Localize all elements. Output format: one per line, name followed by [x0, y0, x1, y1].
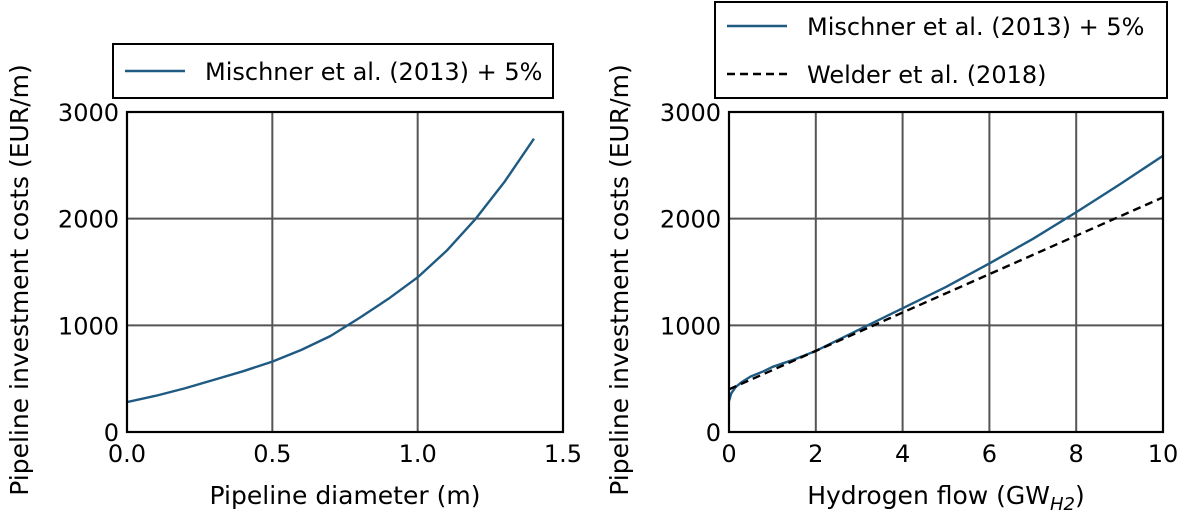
right-x-tick-label: 0: [721, 440, 736, 468]
right-x-tick-label: 2: [808, 440, 823, 468]
right-x-axis-label-subscript: H2: [1050, 494, 1075, 515]
right-x-tick-label: 10: [1148, 440, 1179, 468]
left-x-axis-label: Pipeline diameter (m): [210, 481, 481, 510]
left-y-tick-label: 2000: [58, 206, 119, 234]
left-series-mischner-et-al-2013-5-line: [126, 137, 535, 404]
left-y-tick-label: 3000: [58, 99, 119, 127]
right-y-tick-label: 0: [706, 419, 721, 447]
right-series-mischner-et-al-2013-5-line: [727, 154, 1164, 402]
right-legend-mischner-label: Mischner et al. (2013) + 5%: [807, 13, 1144, 41]
left-plot-frame: [125, 110, 565, 434]
left-y-axis-label: Pipeline investment costs (EUR/m): [5, 64, 34, 496]
left-x-tick-label: 1.0: [399, 440, 437, 468]
left-legend-mischner-label: Mischner et al. (2013) + 5%: [205, 58, 542, 86]
right-y-tick-label: 1000: [660, 312, 721, 340]
right-x-tick-label: 8: [1069, 440, 1084, 468]
right-plot-frame: [727, 110, 1165, 434]
right-chart-panel: 0 2 4 6 8 10 0 1000 2000 3000 Hydrogen flow (GWH2…: [605, 1, 1179, 515]
left-legend-box: [112, 43, 554, 99]
right-legend: Mischner et al. (2013) + 5% Welder et al…: [714, 1, 1168, 99]
right-x-tick-label: 4: [895, 440, 910, 468]
right-x-axis-label-end: ): [1075, 481, 1085, 510]
left-y-tick-label: 1000: [58, 312, 119, 340]
left-chart-panel: 0.0 0.5 1.0 1.5 0 1000 2000 3000 Pipeline diame…: [5, 43, 582, 510]
right-x-axis-label: Hydrogen flow (GWH2): [807, 481, 1085, 515]
right-legend-box: [714, 1, 1168, 99]
right-y-tick-label: 2000: [660, 206, 721, 234]
right-legend-welder-label: Welder et al. (2018): [807, 61, 1047, 89]
right-y-axis-label: Pipeline investment costs (EUR/m): [605, 64, 634, 496]
right-x-axis-label-main: Hydrogen flow (GW: [807, 481, 1050, 510]
left-y-tick-label: 0: [104, 419, 119, 447]
left-x-tick-label: 0.0: [108, 440, 146, 468]
right-series-welder-et-al-2018-line: [728, 196, 1164, 391]
right-y-tick-label: 3000: [660, 99, 721, 127]
left-x-tick-label: 0.5: [253, 440, 291, 468]
right-x-tick-label: 6: [982, 440, 997, 468]
left-legend: Mischner et al. (2013) + 5%: [112, 43, 554, 99]
left-x-tick-label: 1.5: [544, 440, 582, 468]
